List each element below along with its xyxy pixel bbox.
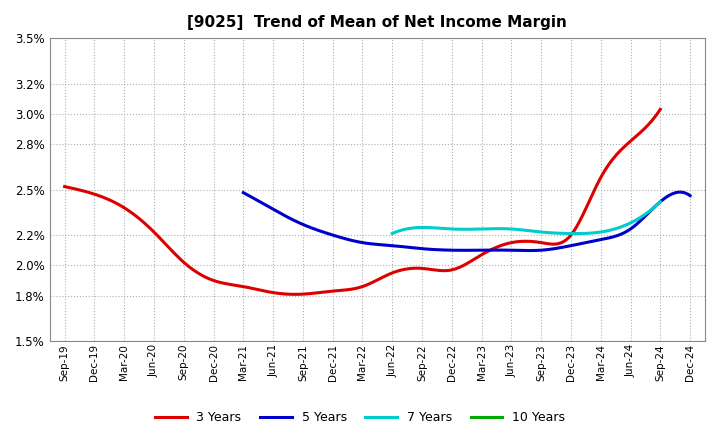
7 Years — [656, 199, 665, 204]
7 Years — [552, 231, 561, 236]
3 Years — [292, 292, 300, 297]
5 Years — [513, 248, 521, 253]
7 Years — [547, 230, 556, 235]
3 Years — [63, 184, 71, 190]
Line: 7 Years: 7 Years — [392, 202, 660, 234]
3 Years — [564, 235, 573, 240]
5 Years — [617, 231, 626, 237]
5 Years — [526, 248, 534, 253]
5 Years — [503, 248, 512, 253]
3 Years — [415, 266, 423, 271]
3 Years — [602, 165, 611, 170]
5 Years — [239, 190, 248, 195]
Line: 5 Years: 5 Years — [243, 192, 690, 250]
Title: [9025]  Trend of Mean of Net Income Margin: [9025] Trend of Mean of Net Income Margi… — [187, 15, 567, 30]
Legend: 3 Years, 5 Years, 7 Years, 10 Years: 3 Years, 5 Years, 7 Years, 10 Years — [150, 407, 570, 429]
Line: 3 Years: 3 Years — [65, 109, 660, 294]
3 Years — [417, 266, 426, 271]
3 Years — [656, 106, 665, 112]
7 Years — [388, 231, 397, 236]
7 Years — [615, 225, 624, 230]
7 Years — [572, 231, 580, 236]
7 Years — [389, 231, 397, 236]
5 Years — [675, 190, 684, 195]
3 Years — [427, 267, 436, 272]
5 Years — [240, 191, 249, 196]
5 Years — [505, 248, 513, 253]
5 Years — [645, 209, 654, 214]
7 Years — [546, 230, 555, 235]
3 Years — [60, 184, 69, 189]
7 Years — [631, 217, 640, 223]
5 Years — [685, 193, 694, 198]
